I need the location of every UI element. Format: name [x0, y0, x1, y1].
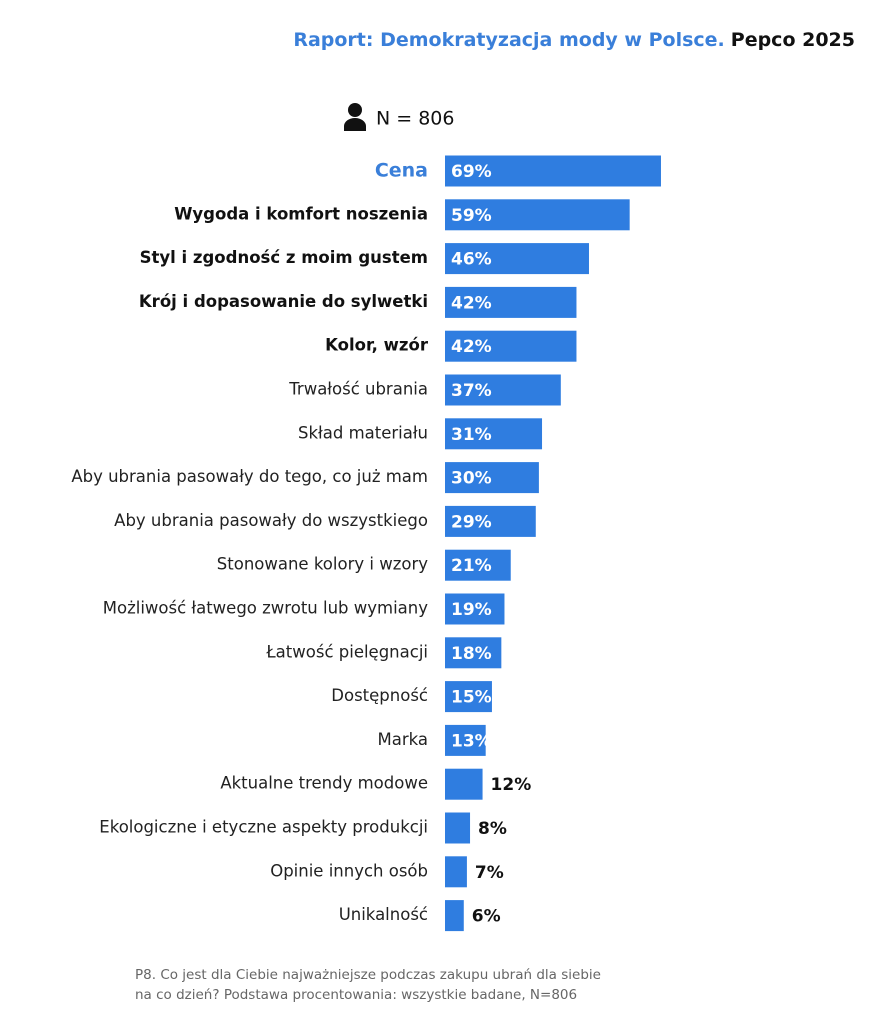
category-label: Cena [375, 160, 428, 182]
footnote: na co dzień? Podstawa procentowania: wsz… [135, 987, 577, 1003]
value-label: 19% [451, 600, 492, 620]
value-label: 6% [472, 907, 501, 927]
bar [445, 856, 467, 888]
category-label: Aktualne trendy modowe [220, 774, 428, 793]
bar [445, 243, 589, 275]
title-group: Raport: Demokratyzacja mody w Polsce. Pep… [293, 29, 855, 51]
value-label: 8% [478, 819, 507, 839]
value-label: 15% [451, 688, 492, 708]
bar [445, 812, 471, 844]
bar [445, 637, 502, 669]
category-label: Kolor, wzór [325, 336, 429, 355]
bar [445, 286, 577, 318]
category-label: Marka [377, 730, 428, 749]
category-label: Wygoda i komfort noszenia [174, 204, 428, 223]
category-label: Stonowane kolory i wzory [217, 555, 428, 574]
bar [445, 462, 539, 494]
value-label: 31% [451, 425, 492, 445]
value-label: 37% [451, 381, 492, 401]
chart-subtitle: Pepco 2025 [731, 29, 855, 51]
category-label: Aby ubrania pasowały do wszystkiego [114, 511, 428, 530]
bar [445, 549, 511, 581]
value-label: 59% [451, 206, 492, 226]
sample-size: N = 806 [376, 108, 454, 130]
value-label: 42% [451, 337, 492, 357]
value-label: 12% [491, 775, 532, 795]
value-label: 69% [451, 162, 492, 182]
category-label: Styl i zgodność z moim gustem [140, 248, 428, 267]
value-label: 30% [451, 469, 492, 489]
bar [445, 900, 464, 932]
bar [445, 155, 661, 187]
category-label: Łatwość pielęgnacji [265, 642, 428, 661]
bar [445, 330, 577, 362]
category-label: Możliwość łatwego zwrotu lub wymiany [103, 599, 428, 618]
bar [445, 681, 492, 713]
category-label: Skład materiału [298, 423, 428, 442]
category-label: Opinie innych osób [270, 861, 428, 880]
value-label: 46% [451, 250, 492, 270]
person-icon [344, 103, 366, 131]
bar [445, 374, 561, 406]
category-label: Unikalność [339, 905, 428, 924]
bar [445, 199, 630, 231]
category-label: Trwałość ubrania [288, 380, 428, 399]
bar [445, 593, 505, 625]
value-label: 7% [475, 863, 504, 883]
value-label: 21% [451, 556, 492, 576]
value-label: 29% [451, 512, 492, 532]
value-label: 42% [451, 293, 492, 313]
value-label: 18% [451, 644, 492, 664]
value-label: 13% [451, 731, 492, 751]
category-label: Krój i dopasowanie do sylwetki [139, 292, 428, 311]
bar [445, 724, 486, 756]
bar [445, 505, 536, 537]
chart-title: Raport: Demokratyzacja mody w Polsce. [293, 29, 724, 51]
bar [445, 418, 543, 450]
footnote: P8. Co jest dla Ciebie najważniejsze pod… [135, 967, 601, 983]
category-label: Aby ubrania pasowały do tego, co już mam [71, 467, 428, 486]
category-label: Dostępność [331, 686, 428, 705]
bar [445, 768, 483, 800]
category-label: Ekologiczne i etyczne aspekty produkcji [99, 818, 428, 837]
